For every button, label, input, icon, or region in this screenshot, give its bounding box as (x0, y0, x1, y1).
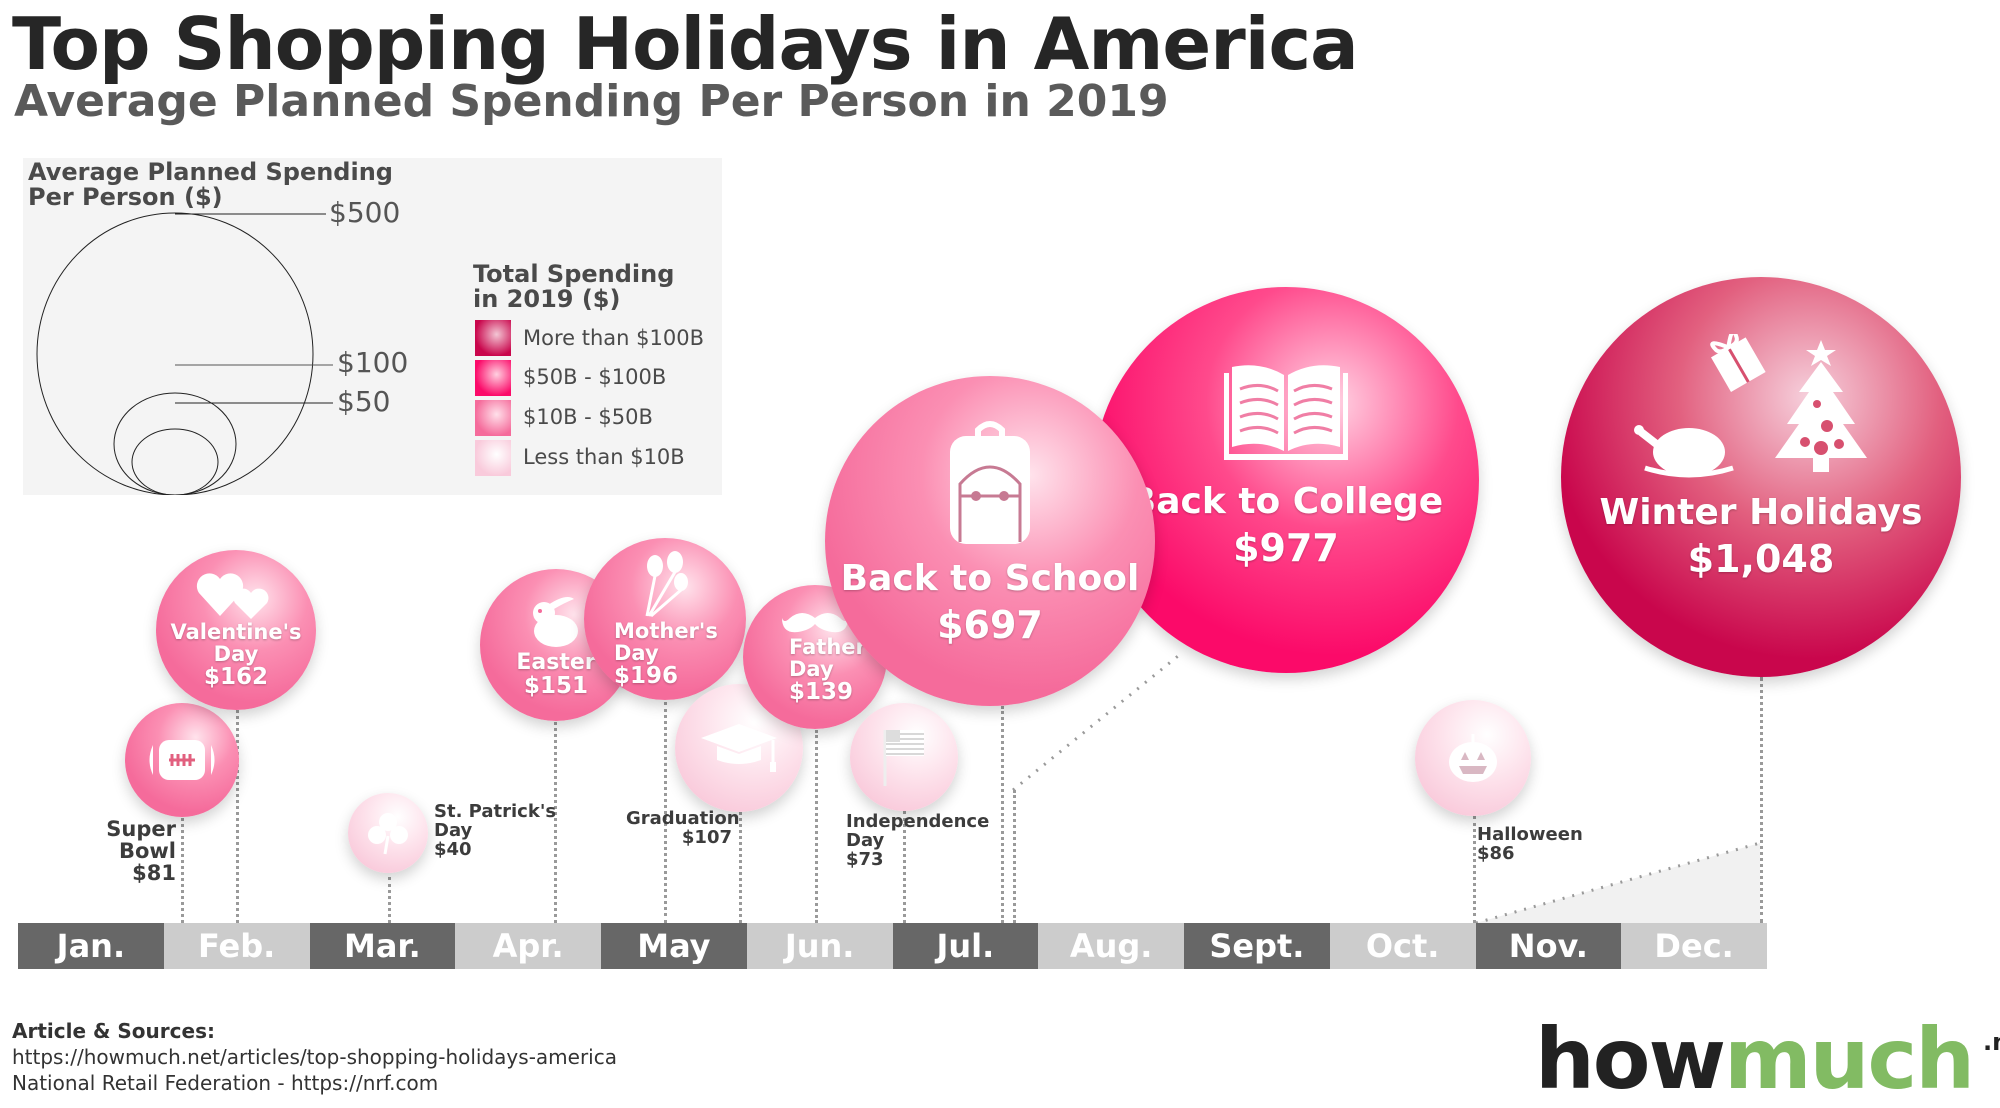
legend-label-50b-100b: $50B - $100B (523, 365, 667, 389)
month-nov: Nov. (1475, 923, 1622, 969)
leader-halloween (1473, 816, 1476, 923)
leader-st-patricks (388, 877, 391, 923)
shamrock-icon (368, 813, 408, 855)
size-label-50: $50 (337, 385, 391, 418)
month-jan: Jan. (18, 923, 164, 969)
bubble-mothers-day: Mother's Day $196 (584, 538, 746, 700)
size-label-500: $500 (329, 196, 401, 229)
label-graduation: Graduation $107 (626, 808, 740, 848)
size-label-100: $100 (337, 346, 409, 379)
month-oct: Oct. (1329, 923, 1476, 969)
leader-valentines (236, 710, 239, 923)
swatch-10b-50b (475, 400, 511, 436)
bubble-halloween (1415, 700, 1531, 816)
backpack-icon (950, 421, 1030, 545)
flowers-icon (645, 550, 688, 618)
leader-easter (554, 722, 557, 923)
month-aug: Aug. (1038, 923, 1184, 969)
sources: Article & Sources: https://howmuch.net/a… (12, 1018, 617, 1096)
bubble-winter-holidays: Winter Holidays $1,048 (1561, 277, 1961, 677)
tree-turkey-gift-icon (1634, 334, 1867, 478)
legend-panel: Average Planned Spending Per Person ($) … (23, 158, 722, 495)
month-feb: Feb. (163, 923, 310, 969)
swatch-50b-100b (475, 360, 511, 396)
chart-subtitle: Average Planned Spending Per Person in 2… (14, 76, 1169, 127)
size-legend-circles (36, 212, 333, 495)
leader-mothers-day (664, 702, 667, 923)
month-dec: Dec. (1621, 923, 1767, 969)
month-apr: Apr. (455, 923, 601, 969)
bubble-st-patricks-day (348, 793, 428, 873)
book-icon (1224, 365, 1348, 461)
size-legend-heading: Average Planned Spending Per Person ($) (28, 158, 393, 211)
chart-title: Top Shopping Holidays in America (12, 2, 1359, 86)
leader-graduation (739, 812, 742, 923)
bubble-independence-day (850, 703, 958, 811)
hearts-icon (196, 573, 269, 619)
leader-back-to-college (1013, 790, 1016, 923)
color-legend-heading: Total Spending in 2019 ($) (473, 260, 675, 313)
month-axis: Jan. Feb. Mar. Apr. May Jun. Jul. Aug. S… (18, 923, 1767, 969)
legend-label-10b-50b: $10B - $50B (523, 405, 653, 429)
leader-super-bowl (181, 818, 184, 923)
month-jun: Jun. (746, 923, 893, 969)
bubble-valentines-day: Valentine's Day $162 (156, 550, 316, 710)
bubble-back-to-college: Back to College $977 (1093, 287, 1479, 673)
sources-heading: Article & Sources: (12, 1019, 215, 1043)
bubble-super-bowl (125, 703, 239, 817)
leader-winter-holidays (1760, 677, 1763, 923)
swatch-more-than-100b (475, 320, 511, 356)
leader-independence-day (903, 811, 906, 923)
leader-back-to-school (1001, 706, 1004, 923)
leader-fathers-day (815, 730, 818, 923)
bubble-back-to-school: Back to School $697 (825, 376, 1155, 706)
source-article-link[interactable]: https://howmuch.net/articles/top-shoppin… (12, 1045, 617, 1069)
graduation-cap-icon (701, 724, 777, 772)
label-super-bowl: Super Bowl $81 (106, 817, 176, 886)
mustache-icon (782, 612, 848, 633)
flag-icon (883, 730, 924, 786)
month-jul: Jul. (892, 923, 1039, 969)
howmuch-logo: howmuch.net (1535, 1010, 2000, 1108)
rabbit-icon (533, 597, 578, 648)
month-mar: Mar. (309, 923, 456, 969)
label-halloween: Halloween $86 (1477, 824, 1583, 864)
swatch-less-than-10b (475, 440, 511, 476)
label-independence-day: Independence Day $73 (846, 811, 990, 870)
legend-label-more-than-100b: More than $100B (523, 326, 704, 350)
legend-label-less-than-10b: Less than $10B (523, 445, 685, 469)
source-nrf-link[interactable]: National Retail Federation - https://nrf… (12, 1071, 439, 1095)
month-sept: Sept. (1184, 923, 1330, 969)
pumpkin-icon (1449, 734, 1497, 782)
label-st-patricks-day: St. Patrick's Day $40 (434, 801, 557, 860)
month-may: May (601, 923, 747, 969)
football-icon (149, 740, 215, 780)
